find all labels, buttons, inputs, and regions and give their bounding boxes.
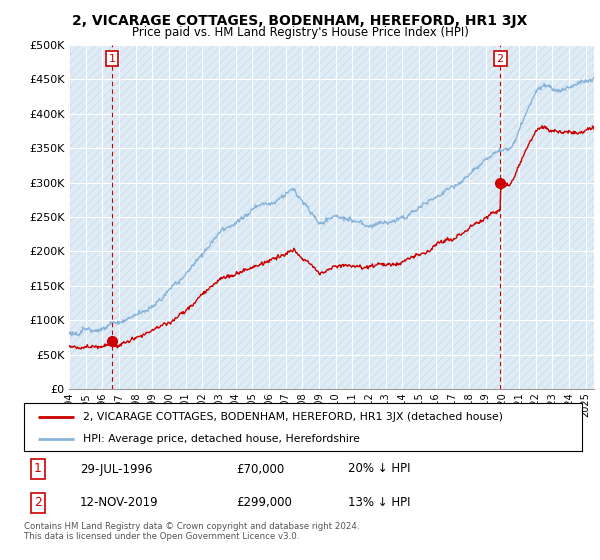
- Text: 2: 2: [497, 54, 504, 64]
- Text: 12-NOV-2019: 12-NOV-2019: [80, 496, 158, 509]
- Text: 2, VICARAGE COTTAGES, BODENHAM, HEREFORD, HR1 3JX: 2, VICARAGE COTTAGES, BODENHAM, HEREFORD…: [73, 14, 527, 28]
- Text: £299,000: £299,000: [236, 496, 292, 509]
- Text: 2, VICARAGE COTTAGES, BODENHAM, HEREFORD, HR1 3JX (detached house): 2, VICARAGE COTTAGES, BODENHAM, HEREFORD…: [83, 412, 503, 422]
- Text: Contains HM Land Registry data © Crown copyright and database right 2024.
This d: Contains HM Land Registry data © Crown c…: [24, 522, 359, 542]
- Text: 20% ↓ HPI: 20% ↓ HPI: [347, 463, 410, 475]
- Text: 2: 2: [34, 496, 42, 509]
- Text: HPI: Average price, detached house, Herefordshire: HPI: Average price, detached house, Here…: [83, 434, 359, 444]
- Text: £70,000: £70,000: [236, 463, 284, 475]
- Text: 13% ↓ HPI: 13% ↓ HPI: [347, 496, 410, 509]
- Text: 1: 1: [34, 463, 42, 475]
- Text: Price paid vs. HM Land Registry's House Price Index (HPI): Price paid vs. HM Land Registry's House …: [131, 26, 469, 39]
- Text: 29-JUL-1996: 29-JUL-1996: [80, 463, 152, 475]
- Text: 1: 1: [109, 54, 115, 64]
